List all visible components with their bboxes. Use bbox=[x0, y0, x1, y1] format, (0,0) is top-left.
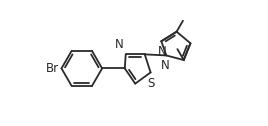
Text: N: N bbox=[115, 38, 124, 51]
Text: N: N bbox=[161, 59, 170, 72]
Text: S: S bbox=[147, 77, 154, 90]
Text: Br: Br bbox=[46, 62, 59, 75]
Text: N: N bbox=[158, 45, 167, 58]
